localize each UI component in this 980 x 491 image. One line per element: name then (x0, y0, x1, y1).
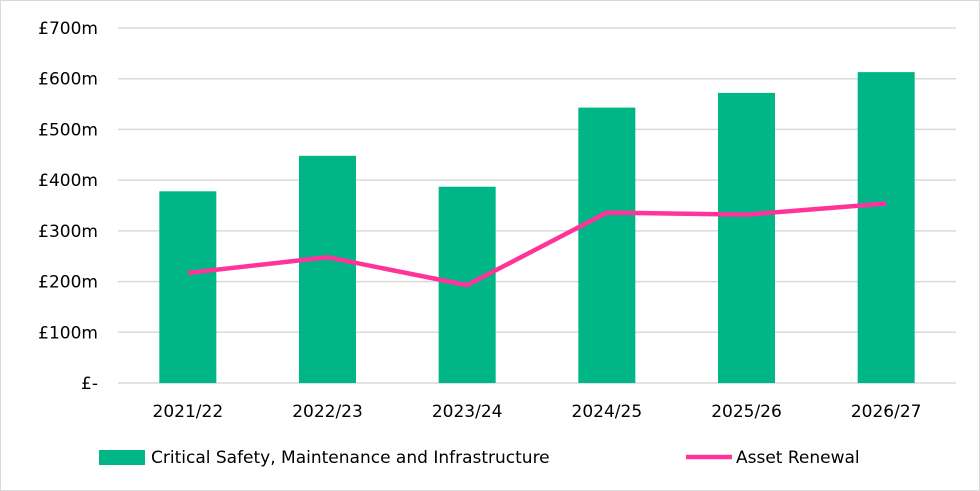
legend-swatch-critical-safety (99, 450, 145, 465)
bar (299, 155, 356, 383)
legend-label-critical-safety: Critical Safety, Maintenance and Infrast… (151, 448, 550, 468)
y-tick-label: £- (81, 374, 98, 394)
x-tick-label: 2025/26 (711, 402, 782, 422)
legend-label-asset-renewal: Asset Renewal (736, 448, 860, 468)
x-tick-label: 2022/23 (292, 402, 363, 422)
x-tick-label: 2026/27 (851, 402, 922, 422)
bar (159, 191, 217, 383)
x-tick-label: 2021/22 (153, 402, 224, 422)
y-tick-label: £600m (38, 70, 98, 90)
y-tick-label: £200m (38, 273, 98, 293)
x-tick-label: 2023/24 (432, 402, 503, 422)
bar (857, 72, 915, 383)
bar (578, 107, 636, 383)
y-tick-label: £700m (38, 19, 98, 39)
series-line-asset-renewal (187, 201, 887, 288)
y-tick-label: £100m (38, 323, 98, 343)
y-tick-label: £400m (38, 171, 98, 191)
x-tick-label: 2024/25 (572, 402, 643, 422)
y-tick-label: £300m (38, 222, 98, 242)
y-tick-label: £500m (38, 120, 98, 140)
bar (718, 92, 775, 384)
